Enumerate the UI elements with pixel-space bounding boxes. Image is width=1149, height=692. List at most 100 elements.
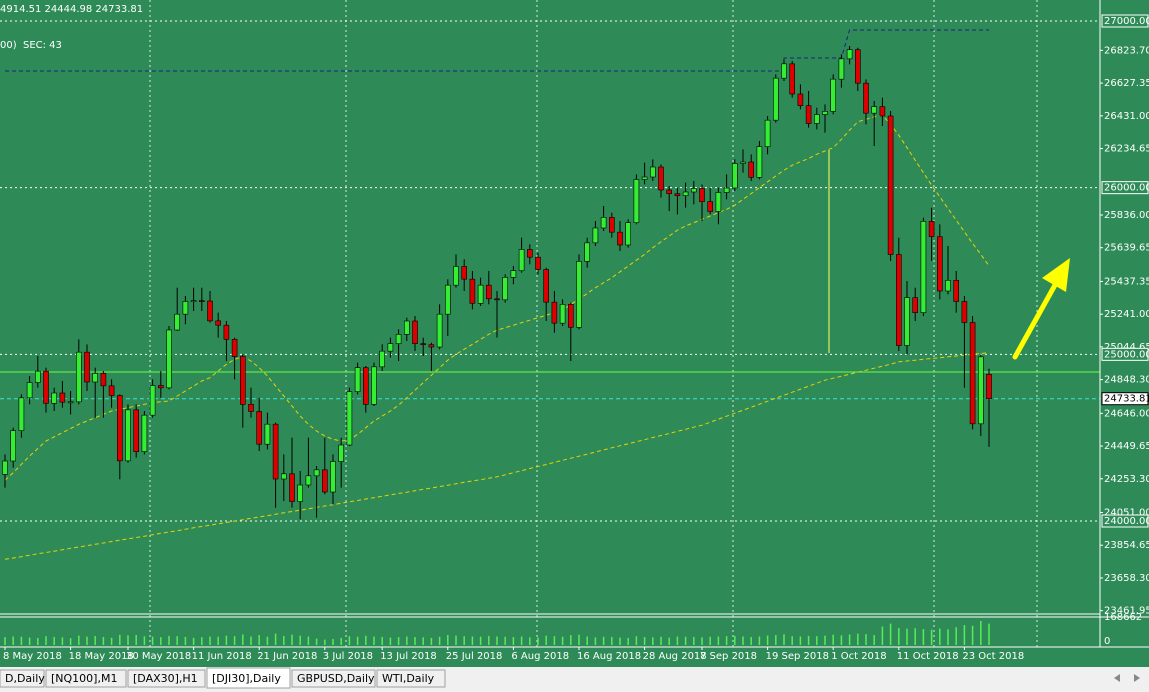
tab-background [206, 667, 291, 689]
candle-body [715, 192, 722, 212]
candle-body [34, 370, 41, 383]
candle-body [756, 146, 763, 178]
y-tick-box [1101, 514, 1149, 528]
candle-body [879, 106, 886, 117]
candle-body [781, 63, 787, 79]
candle-body [412, 320, 418, 344]
x-tick-label: 25 Jul 2018 [446, 651, 503, 662]
tab-background [45, 669, 127, 688]
candle-layer [2, 46, 992, 520]
candle-body [444, 284, 451, 315]
candle-body [986, 374, 992, 399]
volume-tick-label: 0 [1104, 636, 1110, 647]
tab-label[interactable]: [DAX30],H1 [133, 672, 198, 685]
candle-body [346, 391, 353, 446]
candle-body [469, 278, 476, 304]
candle-body [403, 320, 410, 335]
tab-label[interactable]: D,Daily [5, 672, 45, 685]
candle-body [576, 261, 582, 328]
info-text: 4914.51 24444.98 24733.81 [0, 4, 143, 15]
candle-body [567, 304, 574, 328]
candle-body [190, 300, 197, 302]
tab[interactable]: GBPUSD,Daily [291, 669, 376, 688]
tab-label[interactable]: WTI,Daily [382, 672, 435, 685]
candle-body [264, 423, 271, 445]
candle-body [149, 385, 156, 416]
tab-background [127, 669, 206, 688]
candle-body [863, 82, 869, 114]
candle-body [731, 163, 738, 189]
scroll-left[interactable] [1114, 674, 1120, 682]
tab[interactable]: D,Daily [0, 669, 45, 688]
candle-body [658, 166, 664, 191]
candle-body [969, 322, 976, 425]
candle-body [108, 385, 115, 396]
tab[interactable]: [DJI30],Daily [206, 667, 291, 689]
candle-body [158, 385, 164, 389]
candle-body [313, 469, 320, 477]
overlay-line [4, 114, 990, 481]
y-tick-label: 27000.00 [1104, 16, 1149, 27]
tab-label[interactable]: [DJI30],Daily [212, 672, 281, 685]
overlay-layer [4, 29, 990, 560]
candle-body [207, 300, 213, 322]
axis-layer: 26823.70 26627.35 26431.00 26234.65 25836.00… [3, 14, 1149, 662]
candle-body [912, 297, 919, 313]
candle-body [174, 313, 180, 331]
arrow-head [1042, 258, 1070, 292]
y-tick-label: 26627.35 [1104, 78, 1149, 89]
tab-label[interactable]: GBPUSD,Daily [297, 672, 375, 685]
tab-label[interactable]: [NQ100],M1 [51, 672, 117, 685]
y-tick-label: 24253.30 [1104, 474, 1149, 485]
candle-body [559, 304, 566, 324]
y-tick-label: 25836.00 [1104, 210, 1149, 221]
candle-body [51, 392, 58, 404]
info-text: 00) SEC: 43 [0, 40, 62, 51]
y-tick-label: 26823.70 [1104, 45, 1149, 56]
candle-body [338, 444, 345, 462]
tab-background [376, 669, 446, 688]
candle-body [18, 397, 25, 431]
y-tick-label: 23461.95 [1104, 606, 1149, 617]
candle-body [977, 356, 984, 425]
candle-body [354, 367, 361, 392]
candle-body [740, 161, 746, 164]
candle-body [723, 187, 730, 193]
candle-body [772, 77, 779, 121]
candle-body [387, 343, 394, 352]
tab[interactable]: [DAX30],H1 [127, 669, 206, 688]
chart-background [0, 0, 1149, 667]
candle-body [822, 111, 828, 115]
candle-body [494, 298, 500, 301]
candle-body [526, 249, 533, 258]
candle-body [330, 461, 336, 493]
candle-body [649, 166, 656, 178]
candle-body [379, 350, 386, 368]
candle-body [789, 63, 796, 95]
candle-body [26, 382, 33, 399]
candle-body [461, 266, 468, 280]
candle-body [854, 49, 861, 84]
candle-body [43, 370, 49, 404]
y-tick-label: 24848.30 [1104, 375, 1149, 386]
tab[interactable]: WTI,Daily [376, 669, 446, 688]
x-tick-label: 28 Aug 2018 [643, 651, 707, 662]
candle-body [838, 58, 845, 80]
x-tick-label: 11 Jun 2018 [192, 651, 252, 662]
candle-body [420, 343, 427, 345]
candle-body [280, 473, 287, 480]
candle-body [608, 217, 615, 233]
candle-body [100, 373, 107, 387]
candle-body [625, 222, 632, 246]
candle-body [953, 280, 960, 302]
candle-body [518, 249, 525, 271]
candle-body [830, 78, 837, 112]
tab[interactable]: [NQ100],M1 [45, 669, 127, 688]
x-tick-label: 13 Jul 2018 [380, 651, 437, 662]
x-tick-label: 30 May 2018 [126, 651, 191, 662]
y-tick-label: 26234.65 [1104, 144, 1149, 155]
scroll-right[interactable] [1134, 674, 1140, 682]
y-tick-label: 25044.65 [1104, 342, 1149, 353]
y-tick-box [1101, 181, 1149, 195]
